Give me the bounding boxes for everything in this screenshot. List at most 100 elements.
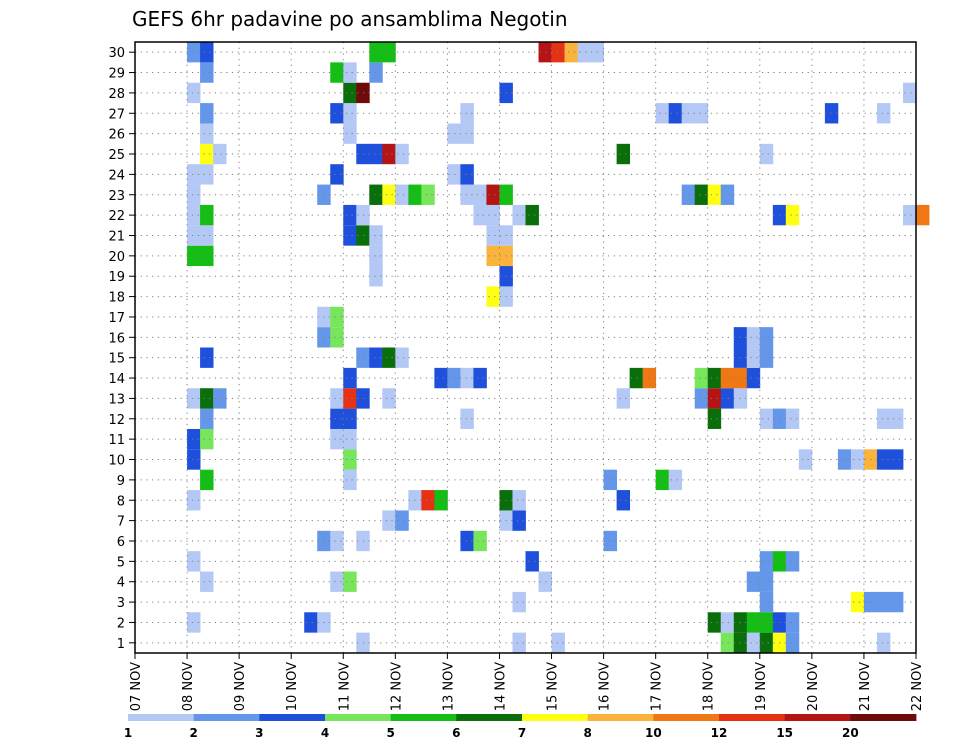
heatmap-cell xyxy=(395,184,409,205)
heatmap-cell xyxy=(668,469,683,491)
heatmap-cell xyxy=(343,428,357,450)
heatmap-cell xyxy=(746,367,761,389)
y-tick-label: 21 xyxy=(108,229,125,244)
heatmap-cell xyxy=(837,449,852,470)
heatmap-cell xyxy=(382,510,396,531)
heatmap-cell xyxy=(447,164,461,185)
heatmap-cell xyxy=(759,632,774,653)
heatmap-cell xyxy=(356,347,370,368)
colorbar-label: 7 xyxy=(518,726,526,740)
heatmap-cell xyxy=(330,103,344,124)
heatmap-cell xyxy=(369,62,383,83)
y-tick-label: 15 xyxy=(108,352,125,367)
heatmap-cell xyxy=(616,143,631,165)
colorbar-swatch xyxy=(719,714,786,721)
y-tick-label: 2 xyxy=(117,616,125,631)
heatmap-cell xyxy=(551,632,565,653)
heatmap-cell xyxy=(460,123,474,144)
heatmap-cell xyxy=(330,388,344,409)
heatmap-cell xyxy=(733,327,748,348)
y-tick-label: 3 xyxy=(117,596,125,611)
heatmap-cell xyxy=(200,571,214,592)
heatmap-cell xyxy=(694,367,709,389)
heatmap-cell xyxy=(876,449,891,470)
heatmap-cell xyxy=(343,103,357,124)
heatmap-cell xyxy=(733,632,748,653)
heatmap-cell xyxy=(486,204,500,226)
heatmap-cell xyxy=(187,449,201,470)
y-tick-label: 13 xyxy=(108,392,125,407)
heatmap-cell xyxy=(694,103,709,124)
heatmap-cell xyxy=(369,184,383,205)
heatmap-cell xyxy=(486,286,500,307)
heatmap-cell xyxy=(746,632,761,653)
colorbar-label: 10 xyxy=(645,726,662,740)
heatmap-cell xyxy=(395,510,409,531)
heatmap-cell xyxy=(460,408,474,429)
heatmap-cell xyxy=(759,612,774,633)
heatmap-cell xyxy=(382,184,396,205)
heatmap-cell xyxy=(785,551,800,572)
heatmap-cell xyxy=(187,164,201,185)
x-tick-label: 18 NOV xyxy=(702,662,717,711)
heatmap-cell xyxy=(512,591,526,613)
y-tick-label: 25 xyxy=(108,148,125,163)
x-tick-label: 08 NOV xyxy=(181,662,196,711)
x-tick-label: 20 NOV xyxy=(806,662,821,711)
heatmap-cell xyxy=(187,204,201,226)
y-tick-label: 8 xyxy=(117,494,125,509)
heatmap-cell xyxy=(434,367,448,389)
colorbar-label: 15 xyxy=(776,726,793,740)
y-tick-label: 4 xyxy=(117,576,125,591)
heatmap-cell xyxy=(759,327,774,348)
heatmap-cell xyxy=(343,225,357,246)
y-tick-label: 7 xyxy=(117,515,125,530)
heatmap-cell xyxy=(356,632,370,653)
heatmap-cell xyxy=(330,428,344,450)
heatmap-cell xyxy=(707,367,722,389)
y-tick-label: 29 xyxy=(108,67,125,82)
heatmap-cell xyxy=(902,82,917,104)
y-tick-label: 28 xyxy=(108,87,125,102)
heatmap-cell xyxy=(343,408,357,429)
colorbar-swatch xyxy=(784,714,851,721)
colorbar-label: 6 xyxy=(452,726,460,740)
heatmap-cell xyxy=(694,184,709,205)
heatmap-cell xyxy=(785,612,800,633)
heatmap-cell xyxy=(434,490,448,511)
x-tick-label: 09 NOV xyxy=(233,662,248,711)
heatmap-cells xyxy=(187,42,930,653)
heatmap-cell xyxy=(642,367,657,389)
heatmap-cell xyxy=(187,225,201,246)
heatmap-cell xyxy=(447,367,461,389)
y-tick-label: 1 xyxy=(117,637,125,652)
heatmap-cell xyxy=(356,530,370,552)
heatmap-cell xyxy=(720,388,735,409)
heatmap-cell xyxy=(629,367,644,389)
heatmap-cell xyxy=(785,632,800,653)
heatmap-cell xyxy=(395,143,409,165)
colorbar-label: 2 xyxy=(189,726,197,740)
heatmap-cell xyxy=(525,551,539,572)
heatmap-cell xyxy=(200,408,214,429)
heatmap-cell xyxy=(421,184,435,205)
heatmap-cell xyxy=(707,408,722,429)
colorbar-swatch xyxy=(390,714,457,721)
heatmap-cell xyxy=(343,123,357,144)
y-tick-label: 6 xyxy=(117,535,125,550)
heatmap-cell xyxy=(746,347,761,368)
x-tick-label: 13 NOV xyxy=(441,662,456,711)
x-tick-label: 14 NOV xyxy=(494,662,509,711)
y-tick-label: 17 xyxy=(108,311,125,326)
heatmap-cell xyxy=(343,82,357,104)
heatmap-cell xyxy=(330,164,344,185)
heatmap-cell xyxy=(707,184,722,205)
heatmap-cell xyxy=(343,62,357,83)
heatmap-cell xyxy=(200,347,214,368)
y-tick-label: 18 xyxy=(108,291,125,306)
y-tick-label: 14 xyxy=(108,372,125,387)
heatmap-cell xyxy=(200,164,214,185)
heatmap-cell xyxy=(876,408,891,429)
heatmap-cell xyxy=(369,245,383,267)
